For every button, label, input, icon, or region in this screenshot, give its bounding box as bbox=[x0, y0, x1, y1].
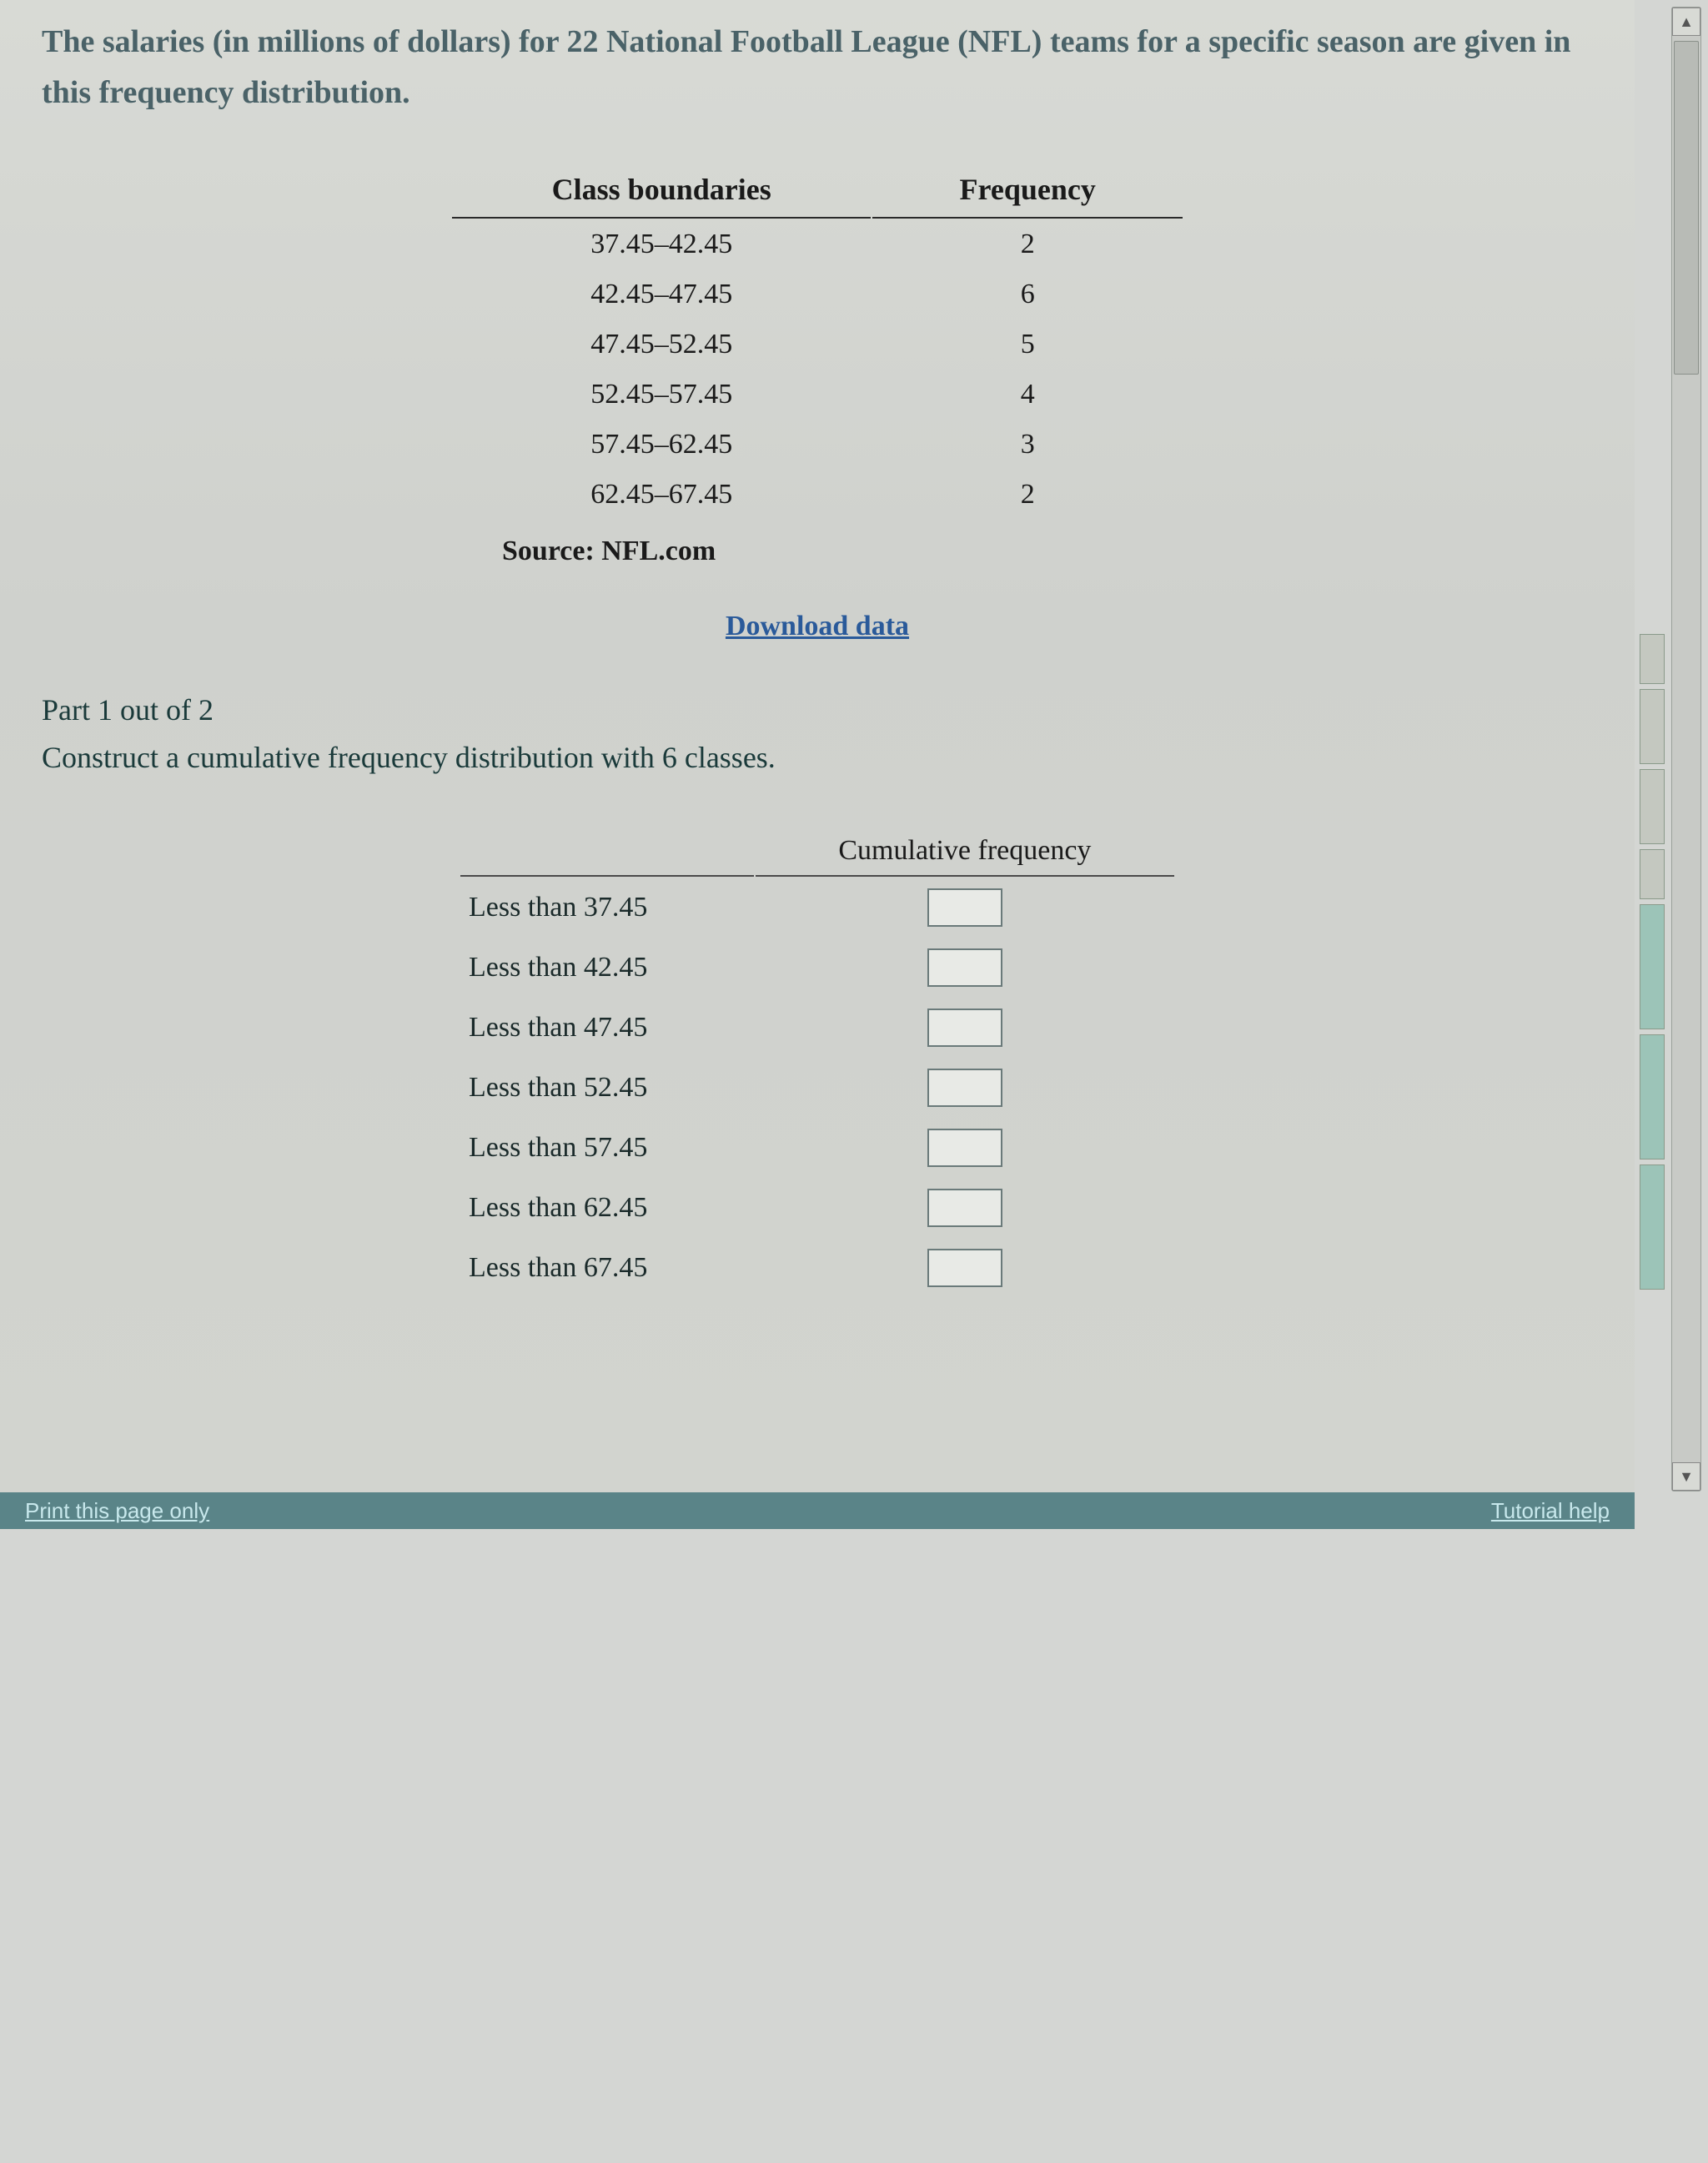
side-block[interactable] bbox=[1640, 904, 1665, 1029]
cumfreq-label: Less than 42.45 bbox=[460, 938, 754, 997]
table-row: Less than 67.45 bbox=[460, 1239, 1174, 1297]
cumfreq-input-2[interactable] bbox=[927, 1009, 1002, 1047]
class-cell: 47.45–52.45 bbox=[452, 320, 871, 369]
cumfreq-input-4[interactable] bbox=[927, 1129, 1002, 1167]
scroll-thumb[interactable] bbox=[1674, 41, 1699, 375]
table-row: 52.45–57.454 bbox=[452, 370, 1183, 419]
footer-bar: Print this page only Tutorial help bbox=[0, 1492, 1635, 1529]
cumfreq-header-blank bbox=[460, 827, 754, 877]
question-panel: The salaries (in millions of dollars) fo… bbox=[0, 0, 1635, 1529]
freq-cell: 2 bbox=[872, 220, 1183, 269]
cumulative-frequency-table: Cumulative frequency Less than 37.45 Les… bbox=[459, 825, 1176, 1299]
table-row: Less than 52.45 bbox=[460, 1059, 1174, 1117]
side-block[interactable] bbox=[1640, 1164, 1665, 1290]
table-row: Less than 47.45 bbox=[460, 999, 1174, 1057]
freq-cell: 2 bbox=[872, 470, 1183, 519]
cumfreq-input-0[interactable] bbox=[927, 888, 1002, 927]
cumfreq-input-1[interactable] bbox=[927, 948, 1002, 987]
col-header-class: Class boundaries bbox=[452, 162, 871, 219]
frequency-table: Class boundaries Frequency 37.45–42.452 … bbox=[450, 160, 1184, 577]
print-page-link[interactable]: Print this page only bbox=[25, 1498, 209, 1524]
table-row: 37.45–42.452 bbox=[452, 220, 1183, 269]
col-header-frequency: Frequency bbox=[872, 162, 1183, 219]
side-block[interactable] bbox=[1640, 769, 1665, 844]
freq-cell: 5 bbox=[872, 320, 1183, 369]
class-cell: 62.45–67.45 bbox=[452, 470, 871, 519]
table-row: Less than 57.45 bbox=[460, 1119, 1174, 1177]
class-cell: 42.45–47.45 bbox=[452, 270, 871, 319]
side-block[interactable] bbox=[1640, 849, 1665, 899]
freq-cell: 4 bbox=[872, 370, 1183, 419]
download-data-link[interactable]: Download data bbox=[42, 611, 1593, 642]
tutorial-help-link[interactable]: Tutorial help bbox=[1491, 1498, 1610, 1524]
table-row: 42.45–47.456 bbox=[452, 270, 1183, 319]
freq-cell: 6 bbox=[872, 270, 1183, 319]
table-row: Less than 37.45 bbox=[460, 878, 1174, 937]
vertical-scrollbar[interactable]: ▲ ▼ bbox=[1671, 7, 1701, 1491]
side-block[interactable] bbox=[1640, 689, 1665, 764]
cumfreq-label: Less than 67.45 bbox=[460, 1239, 754, 1297]
instruction-text: Construct a cumulative frequency distrib… bbox=[42, 740, 1593, 775]
part-label: Part 1 out of 2 bbox=[42, 692, 1593, 727]
side-block[interactable] bbox=[1640, 1034, 1665, 1159]
class-cell: 37.45–42.45 bbox=[452, 220, 871, 269]
class-cell: 57.45–62.45 bbox=[452, 420, 871, 469]
scroll-down-button[interactable]: ▼ bbox=[1672, 1462, 1700, 1491]
cumfreq-label: Less than 57.45 bbox=[460, 1119, 754, 1177]
problem-statement: The salaries (in millions of dollars) fo… bbox=[42, 17, 1593, 118]
side-block[interactable] bbox=[1640, 634, 1665, 684]
table-row: 62.45–67.452 bbox=[452, 470, 1183, 519]
cumfreq-header: Cumulative frequency bbox=[756, 827, 1174, 877]
cumfreq-input-6[interactable] bbox=[927, 1249, 1002, 1287]
scroll-up-button[interactable]: ▲ bbox=[1672, 8, 1700, 36]
table-row: 47.45–52.455 bbox=[452, 320, 1183, 369]
cumfreq-input-5[interactable] bbox=[927, 1189, 1002, 1227]
table-row: Less than 42.45 bbox=[460, 938, 1174, 997]
table-row: Less than 62.45 bbox=[460, 1179, 1174, 1237]
cumfreq-input-3[interactable] bbox=[927, 1069, 1002, 1107]
source-row: Source: NFL.com bbox=[452, 521, 1183, 576]
source-text: Source: NFL.com bbox=[452, 521, 1183, 576]
class-cell: 52.45–57.45 bbox=[452, 370, 871, 419]
cumfreq-label: Less than 62.45 bbox=[460, 1179, 754, 1237]
cumfreq-label: Less than 52.45 bbox=[460, 1059, 754, 1117]
cumfreq-label: Less than 47.45 bbox=[460, 999, 754, 1057]
freq-cell: 3 bbox=[872, 420, 1183, 469]
cumfreq-label: Less than 37.45 bbox=[460, 878, 754, 937]
side-nav-panel bbox=[1640, 634, 1665, 2163]
table-row: 57.45–62.453 bbox=[452, 420, 1183, 469]
